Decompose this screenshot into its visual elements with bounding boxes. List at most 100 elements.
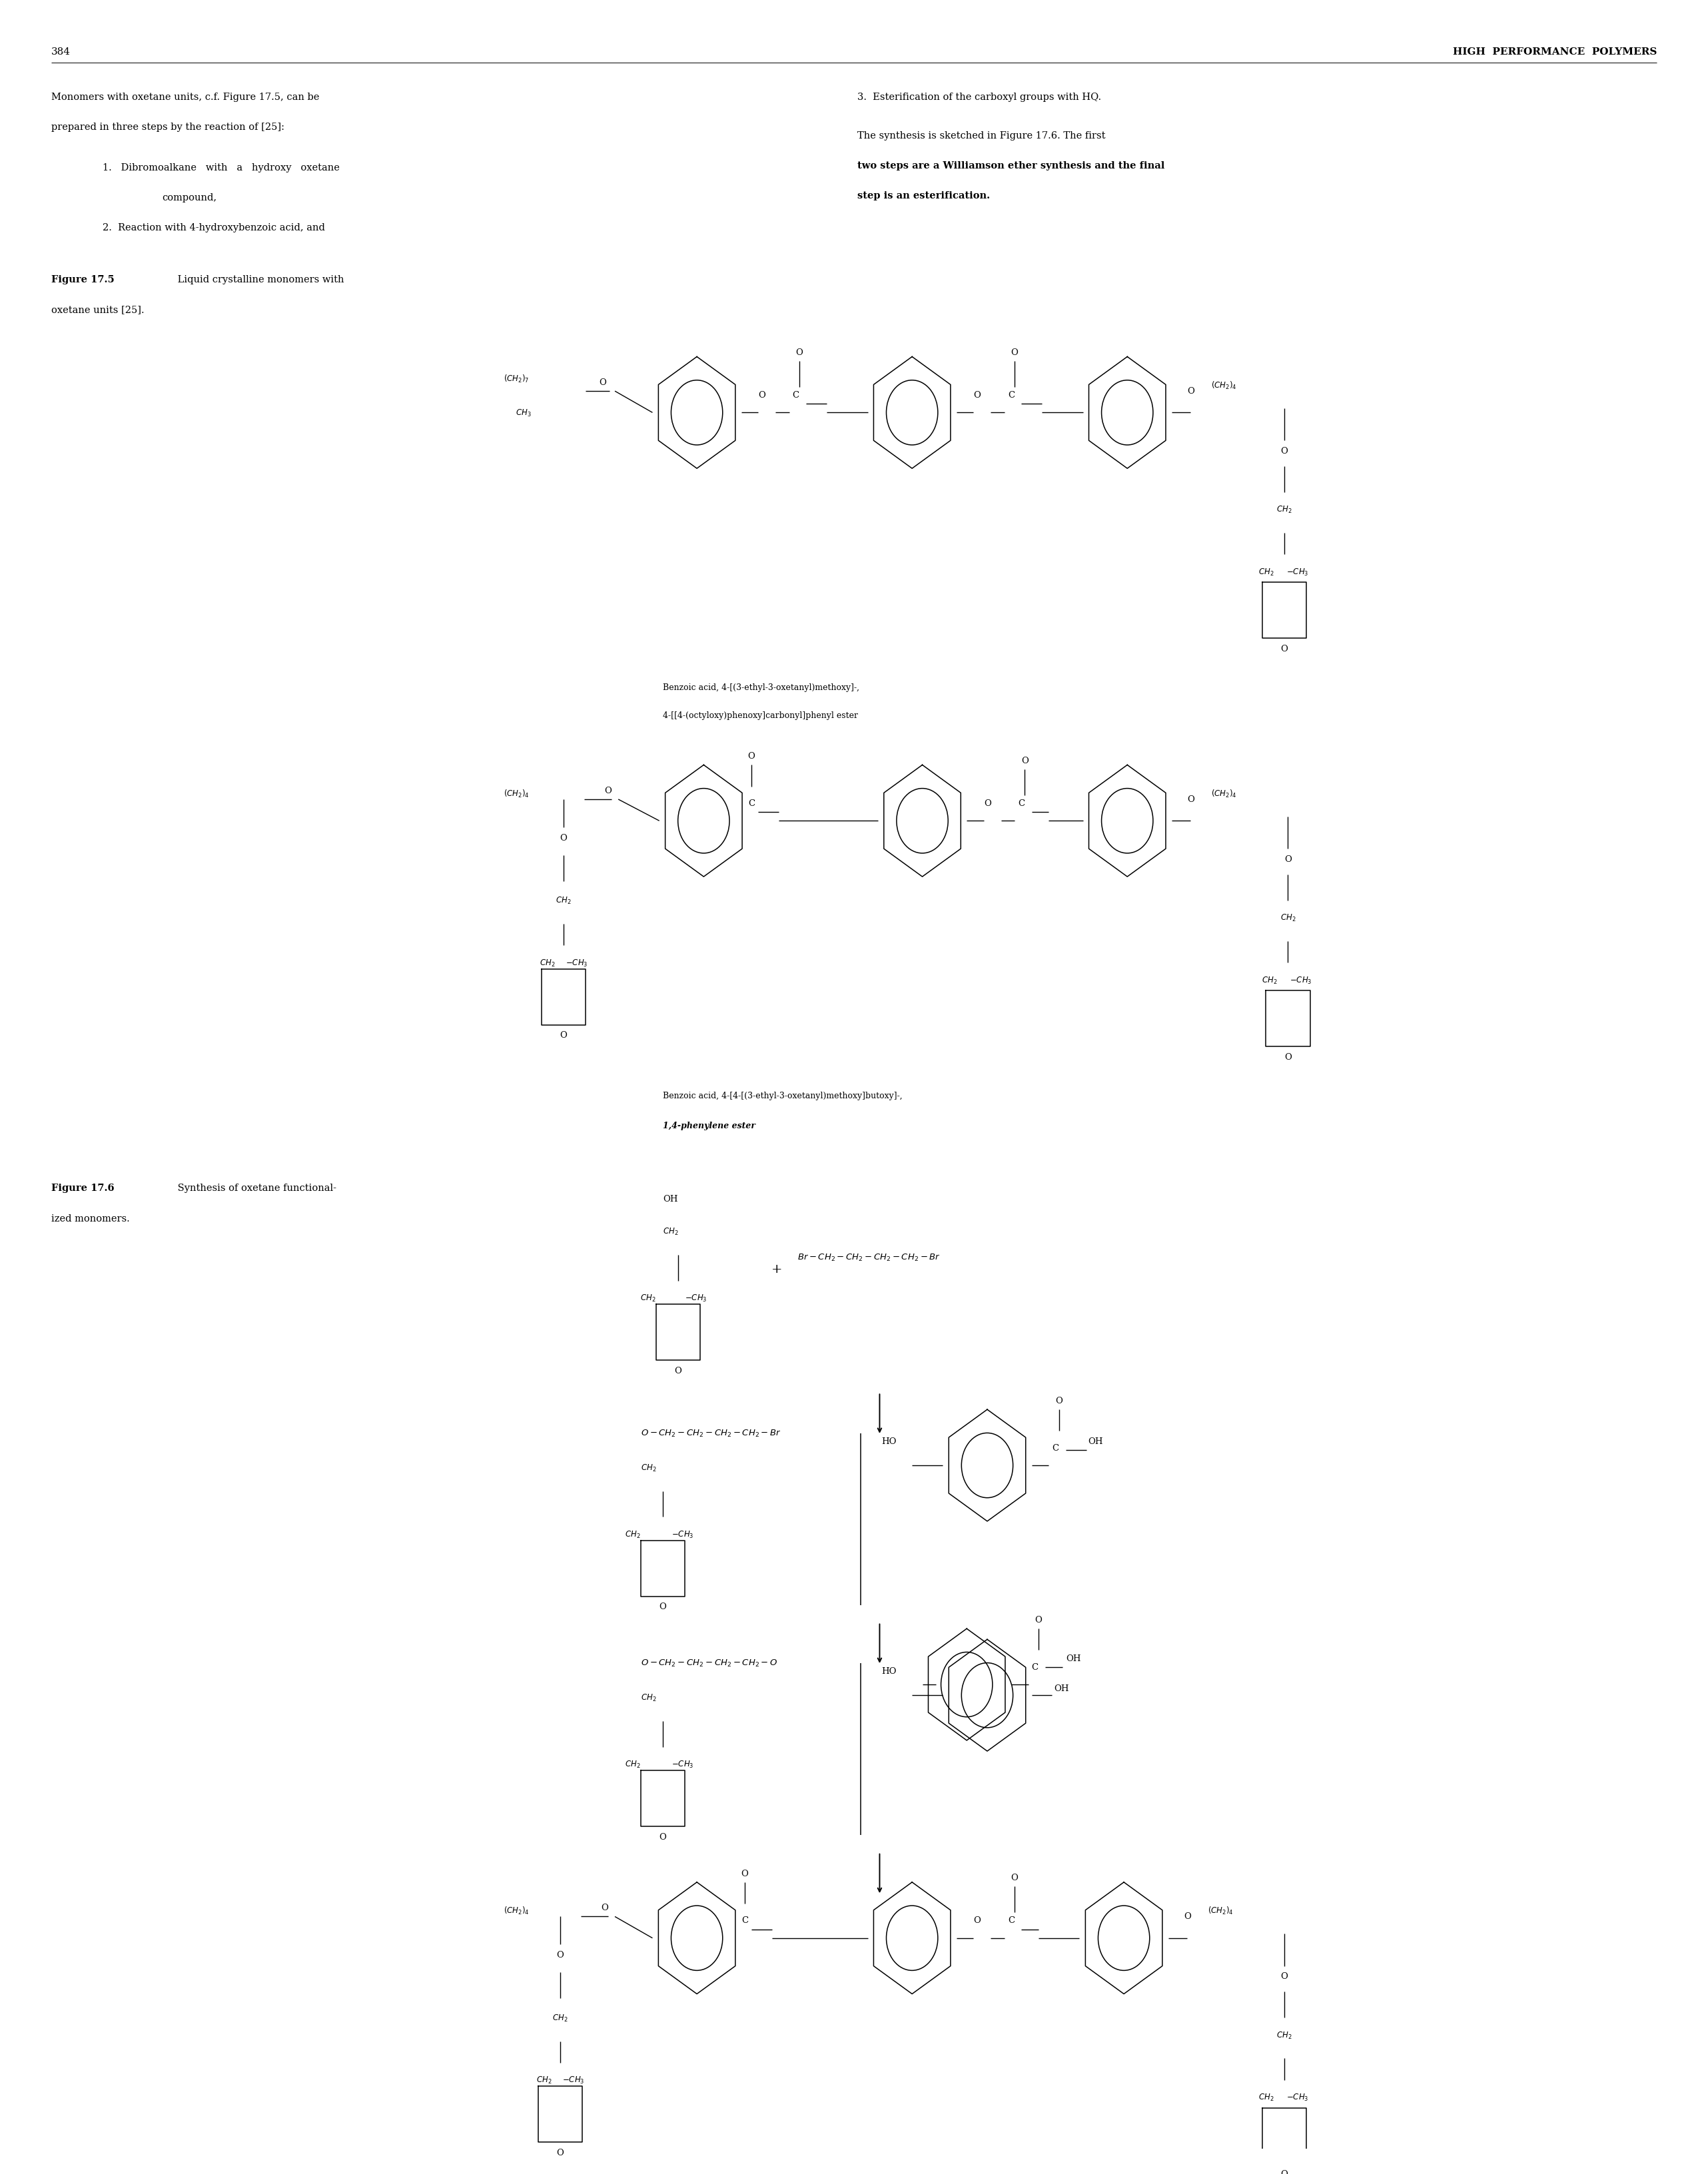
Text: Liquid crystalline monomers with: Liquid crystalline monomers with	[174, 276, 343, 285]
Text: Benzoic acid, 4-[(3-ethyl-3-oxetanyl)methoxy]-,: Benzoic acid, 4-[(3-ethyl-3-oxetanyl)met…	[663, 683, 859, 691]
Text: HO: HO	[881, 1437, 897, 1446]
Text: 1,4-phenylene ester: 1,4-phenylene ester	[663, 1122, 755, 1130]
Text: $CH_2$: $CH_2$	[640, 1694, 656, 1702]
Text: 384: 384	[51, 48, 70, 57]
Text: O: O	[659, 1833, 666, 1841]
Text: O: O	[1011, 1874, 1018, 1883]
Text: oxetane units [25].: oxetane units [25].	[51, 304, 143, 315]
Text: $CH_2$: $CH_2$	[552, 2013, 569, 2024]
Text: O: O	[1187, 796, 1194, 804]
Text: 3.  Esterification of the carboxyl groups with HQ.: 3. Esterification of the carboxyl groups…	[857, 91, 1102, 102]
Text: $(CH_2)_4$: $(CH_2)_4$	[504, 789, 529, 800]
Text: O: O	[1281, 2170, 1288, 2174]
Text: C: C	[1008, 1917, 1015, 1926]
Text: O: O	[974, 391, 980, 400]
Text: $CH_2$: $CH_2$	[1262, 976, 1278, 985]
Text: $-CH_3$: $-CH_3$	[1290, 976, 1312, 985]
Text: $CH_2$: $CH_2$	[640, 1463, 656, 1474]
Text: C: C	[1052, 1444, 1059, 1452]
Text: Figure 17.6: Figure 17.6	[51, 1185, 114, 1194]
Text: OH: OH	[1066, 1654, 1081, 1663]
Text: C: C	[1008, 391, 1015, 400]
Text: $O-CH_2-CH_2-CH_2-CH_2-O$: $O-CH_2-CH_2-CH_2-CH_2-O$	[640, 1659, 777, 1670]
Text: $(CH_2)_4$: $(CH_2)_4$	[504, 1907, 529, 1917]
Text: $CH_2$: $CH_2$	[540, 959, 555, 967]
Text: O: O	[1281, 1972, 1288, 1981]
Text: O: O	[1284, 854, 1291, 863]
Text: 2.  Reaction with 4-hydroxybenzoic acid, and: 2. Reaction with 4-hydroxybenzoic acid, …	[102, 224, 325, 233]
Text: O: O	[1281, 448, 1288, 457]
Text: O: O	[984, 800, 991, 809]
Text: $CH_2$: $CH_2$	[1276, 504, 1293, 515]
Text: O: O	[748, 752, 755, 761]
Text: two steps are a Williamson ether synthesis and the final: two steps are a Williamson ether synthes…	[857, 161, 1165, 170]
Text: $CH_2$: $CH_2$	[663, 1226, 678, 1237]
Text: $CH_2$: $CH_2$	[625, 1759, 640, 1770]
Text: $CH_2$: $CH_2$	[625, 1530, 640, 1539]
Text: $Br-CH_2-CH_2-CH_2-CH_2-Br$: $Br-CH_2-CH_2-CH_2-CH_2-Br$	[798, 1252, 941, 1263]
Text: ized monomers.: ized monomers.	[51, 1213, 130, 1224]
Text: 1.   Dibromoalkane   with   a   hydroxy   oxetane: 1. Dibromoalkane with a hydroxy oxetane	[102, 163, 340, 172]
Text: HIGH  PERFORMANCE  POLYMERS: HIGH PERFORMANCE POLYMERS	[1454, 48, 1657, 57]
Text: O: O	[557, 2148, 564, 2157]
Text: O: O	[560, 1030, 567, 1039]
Text: $CH_2$: $CH_2$	[1259, 567, 1274, 578]
Text: $-CH_3$: $-CH_3$	[671, 1530, 693, 1539]
Text: OH: OH	[1088, 1437, 1103, 1446]
Text: C: C	[741, 1917, 748, 1926]
Text: O: O	[675, 1367, 681, 1376]
Text: O: O	[1187, 387, 1194, 396]
Text: O: O	[1184, 1913, 1190, 1922]
Text: O: O	[659, 1602, 666, 1611]
Text: $(CH_2)_4$: $(CH_2)_4$	[1208, 1907, 1233, 1917]
Text: Benzoic acid, 4-[4-[(3-ethyl-3-oxetanyl)methoxy]butoxy]-,: Benzoic acid, 4-[4-[(3-ethyl-3-oxetanyl)…	[663, 1091, 902, 1100]
Text: OH: OH	[663, 1196, 678, 1202]
Text: C: C	[793, 391, 799, 400]
Text: $-CH_3$: $-CH_3$	[685, 1294, 707, 1304]
Text: C: C	[1032, 1663, 1038, 1672]
Text: O: O	[601, 1904, 608, 1913]
Text: O: O	[557, 1950, 564, 1959]
Text: Synthesis of oxetane functional-: Synthesis of oxetane functional-	[174, 1185, 336, 1194]
Text: $-CH_3$: $-CH_3$	[1286, 2094, 1308, 2102]
Text: C: C	[748, 800, 755, 809]
Text: O: O	[974, 1917, 980, 1926]
Text: O: O	[560, 833, 567, 841]
Text: +: +	[772, 1263, 782, 1276]
Text: Monomers with oxetane units, c.f. Figure 17.5, can be: Monomers with oxetane units, c.f. Figure…	[51, 91, 319, 102]
Text: O: O	[1056, 1396, 1062, 1404]
Text: Figure 17.5: Figure 17.5	[51, 276, 114, 285]
Text: O: O	[600, 378, 606, 387]
Text: O: O	[605, 787, 611, 796]
Text: $-CH_3$: $-CH_3$	[1286, 567, 1308, 578]
Text: O: O	[1281, 644, 1288, 652]
Text: OH: OH	[1054, 1685, 1069, 1694]
Text: $CH_2$: $CH_2$	[640, 1294, 656, 1304]
Text: $CH_2$: $CH_2$	[555, 896, 572, 907]
Text: O: O	[796, 348, 803, 357]
Text: C: C	[1018, 800, 1025, 809]
Text: O: O	[1011, 348, 1018, 357]
Text: step is an esterification.: step is an esterification.	[857, 191, 991, 200]
Text: O: O	[1021, 757, 1028, 765]
Text: 4-[[4-(octyloxy)phenoxy]carbonyl]phenyl ester: 4-[[4-(octyloxy)phenoxy]carbonyl]phenyl …	[663, 711, 857, 720]
Text: O: O	[1035, 1615, 1042, 1624]
Text: $CH_3$: $CH_3$	[516, 409, 531, 417]
Text: The synthesis is sketched in Figure 17.6. The first: The synthesis is sketched in Figure 17.6…	[857, 130, 1105, 141]
Text: O: O	[741, 1870, 748, 1878]
Text: $CH_2$: $CH_2$	[1276, 2031, 1293, 2041]
Text: HO: HO	[881, 1667, 897, 1676]
Text: $-CH_3$: $-CH_3$	[562, 2076, 584, 2085]
Text: $CH_2$: $CH_2$	[1259, 2094, 1274, 2102]
Text: prepared in three steps by the reaction of [25]:: prepared in three steps by the reaction …	[51, 122, 285, 133]
Text: $(CH_2)_4$: $(CH_2)_4$	[1211, 380, 1237, 391]
Text: $CH_2$: $CH_2$	[536, 2076, 552, 2085]
Text: $-CH_3$: $-CH_3$	[565, 959, 588, 967]
Text: $-CH_3$: $-CH_3$	[671, 1759, 693, 1770]
Text: O: O	[758, 391, 765, 400]
Text: compound,: compound,	[162, 193, 217, 202]
Text: $(CH_2)_7$: $(CH_2)_7$	[504, 374, 529, 385]
Text: $CH_2$: $CH_2$	[1279, 913, 1296, 924]
Text: $(CH_2)_4$: $(CH_2)_4$	[1211, 789, 1237, 800]
Text: O: O	[1284, 1052, 1291, 1061]
